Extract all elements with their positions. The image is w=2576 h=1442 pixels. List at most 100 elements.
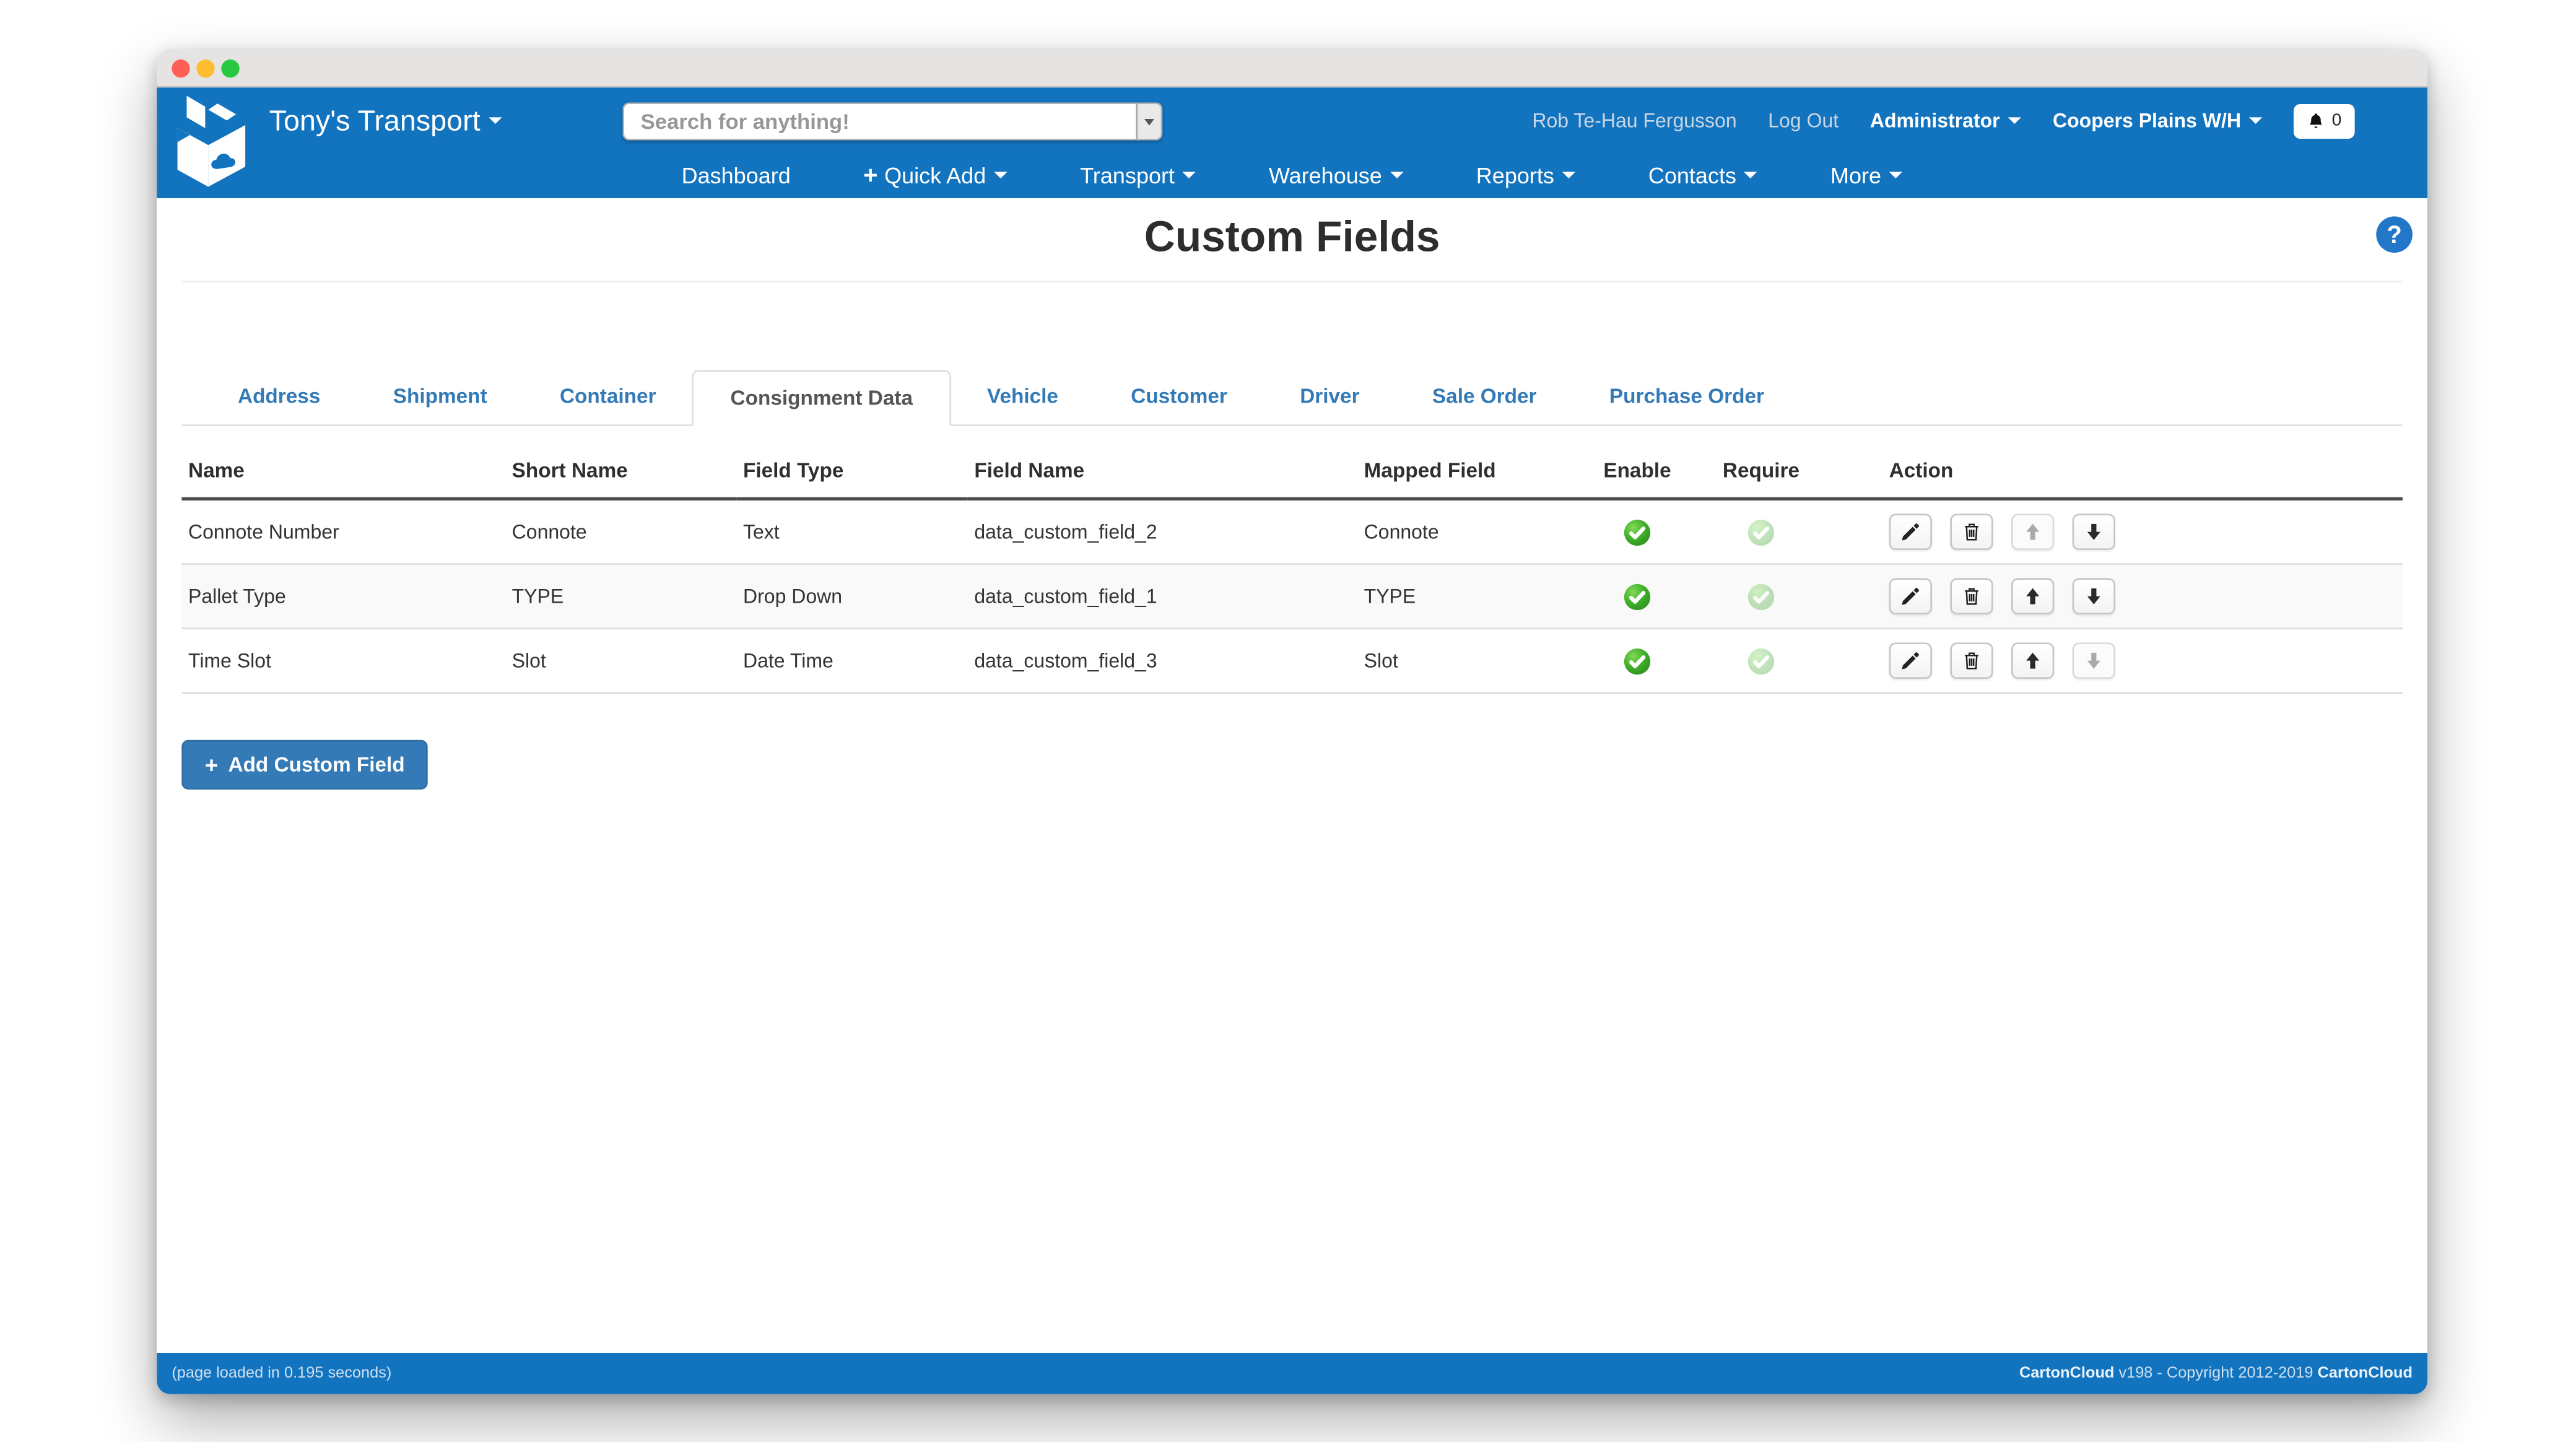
tab-customer[interactable]: Customer <box>1131 385 1227 408</box>
add-custom-field-label: Add Custom Field <box>228 753 405 777</box>
add-custom-field-button[interactable]: + Add Custom Field <box>181 740 429 790</box>
edit-button[interactable] <box>1889 513 1933 551</box>
tab-purchase-order[interactable]: Purchase Order <box>1609 385 1765 408</box>
move-up-button[interactable] <box>2011 513 2055 551</box>
chevron-down-icon <box>488 117 502 125</box>
footer-brand-link[interactable]: CartonCloud <box>2317 1364 2413 1383</box>
close-window-button[interactable] <box>172 58 190 77</box>
nav-item-quick-add[interactable]: + Quick Add <box>863 161 1007 189</box>
warehouse-menu[interactable]: Coopers Plains W/H <box>2053 109 2263 132</box>
chevron-down-icon <box>2249 117 2263 125</box>
nav-item-contacts[interactable]: Contacts <box>1648 163 1758 188</box>
table-row: Time Slot Slot Date Time data_custom_field_… <box>181 629 2403 693</box>
cell-require <box>1699 499 1823 564</box>
require-check-icon[interactable] <box>1747 647 1775 674</box>
cell-name: Pallet Type <box>188 585 286 608</box>
role-label: Administrator <box>1869 109 2000 133</box>
tab-driver[interactable]: Driver <box>1300 385 1360 408</box>
column-header-field-name: Field Name <box>967 444 1358 501</box>
table-row: Pallet Type TYPE Drop Down data_custom_fiel… <box>181 564 2403 629</box>
nav-item-warehouse[interactable]: Warehouse <box>1269 163 1404 188</box>
tab-address[interactable]: Address <box>238 385 321 408</box>
column-header-action: Action <box>1823 444 2403 501</box>
column-header-mapped-field: Mapped Field <box>1357 444 1576 501</box>
bell-icon <box>2307 111 2325 129</box>
brand-menu[interactable]: Tony's Transport <box>269 87 502 154</box>
move-down-button[interactable] <box>2072 578 2116 615</box>
column-header-name: Name <box>181 444 506 501</box>
nav-label: Contacts <box>1648 162 1736 188</box>
require-check-icon[interactable] <box>1747 518 1775 545</box>
cell-mapped-field: Slot <box>1364 649 1398 673</box>
nav-label: Quick Add <box>884 162 986 188</box>
user-name-link[interactable]: Rob Te-Hau Fergusson <box>1532 109 1737 133</box>
move-down-icon <box>2084 522 2104 542</box>
move-up-button[interactable] <box>2011 642 2055 679</box>
tab-shipment[interactable]: Shipment <box>393 385 487 408</box>
move-down-button[interactable] <box>2072 513 2116 551</box>
cell-field-name: data_custom_field_3 <box>974 649 1157 673</box>
notifications-button[interactable]: 0 <box>2294 103 2355 138</box>
header-right: Rob Te-Hau Fergusson Log Out Administrat… <box>1532 87 2355 154</box>
edit-button[interactable] <box>1889 578 1933 615</box>
enable-check-icon[interactable] <box>1623 583 1651 610</box>
zoom-window-button[interactable] <box>221 58 240 77</box>
custom-fields-table: Name Short Name Field Type Field Name Mapped… <box>181 444 2403 694</box>
browser-window: Tony's Transport Rob Te-Hau Fergusson Lo… <box>157 50 2428 1394</box>
search-input[interactable] <box>622 102 1136 141</box>
page-header: Custom Fields ? <box>181 198 2413 283</box>
chevron-down-icon <box>1562 172 1576 179</box>
help-icon[interactable]: ? <box>2376 216 2413 253</box>
cell-short-name: Slot <box>511 649 546 673</box>
footer: (page loaded in 0.195 seconds) CartonClo… <box>157 1353 2428 1394</box>
column-header-short-name: Short Name <box>505 444 737 501</box>
chevron-down-icon <box>1390 172 1404 179</box>
tab-consignment-data[interactable]: Consignment Data <box>692 370 951 427</box>
plus-icon: + <box>204 751 219 779</box>
search-dropdown-button[interactable] <box>1136 102 1163 141</box>
require-check-icon[interactable] <box>1747 583 1775 610</box>
move-down-button[interactable] <box>2072 642 2116 679</box>
cartoncloud-logo-icon[interactable] <box>165 94 258 190</box>
tab-vehicle[interactable]: Vehicle <box>987 385 1058 408</box>
nav-item-more[interactable]: More <box>1830 163 1903 188</box>
nav-item-dashboard[interactable]: Dashboard <box>682 163 791 188</box>
move-up-icon <box>2023 522 2043 542</box>
nav-item-transport[interactable]: Transport <box>1080 163 1196 188</box>
footer-version: v198 - Copyright 2012-2019 <box>2114 1364 2318 1383</box>
tab-container[interactable]: Container <box>559 385 656 408</box>
main-nav: Dashboard + Quick Add Transport Warehouse Rep… <box>157 152 2427 198</box>
chevron-down-icon <box>1744 172 1758 179</box>
cell-mapped-field: Connote <box>1364 520 1439 544</box>
nav-item-reports[interactable]: Reports <box>1476 163 1576 188</box>
plus-icon: + <box>863 161 878 190</box>
enable-check-icon[interactable] <box>1623 518 1651 545</box>
logout-link[interactable]: Log Out <box>1768 109 1839 133</box>
enable-check-icon[interactable] <box>1623 647 1651 674</box>
tab-sale-order[interactable]: Sale Order <box>1432 385 1537 408</box>
delete-trash-icon <box>1962 522 1982 542</box>
column-header-require: Require <box>1699 444 1824 501</box>
delete-button[interactable] <box>1950 578 1993 615</box>
move-down-icon <box>2084 651 2104 671</box>
delete-button[interactable] <box>1950 642 1993 679</box>
delete-button[interactable] <box>1950 513 1993 551</box>
move-down-icon <box>2084 587 2104 606</box>
cell-enable <box>1575 499 1699 564</box>
column-header-field-type: Field Type <box>736 444 968 501</box>
cell-short-name: Connote <box>511 520 587 544</box>
move-up-button[interactable] <box>2011 578 2055 615</box>
cell-name: Connote Number <box>188 520 339 544</box>
nav-label: More <box>1830 162 1882 188</box>
role-menu[interactable]: Administrator <box>1870 109 2022 132</box>
global-search <box>622 102 1163 141</box>
cell-require <box>1699 629 1823 693</box>
nav-label: Dashboard <box>681 162 791 188</box>
minimize-window-button[interactable] <box>196 58 215 77</box>
footer-brand: CartonCloud <box>2019 1364 2115 1383</box>
chevron-down-icon <box>994 172 1007 179</box>
edit-button[interactable] <box>1889 642 1933 679</box>
column-header-enable: Enable <box>1575 444 1700 501</box>
move-up-icon <box>2023 651 2043 671</box>
cell-mapped-field: TYPE <box>1364 585 1416 608</box>
